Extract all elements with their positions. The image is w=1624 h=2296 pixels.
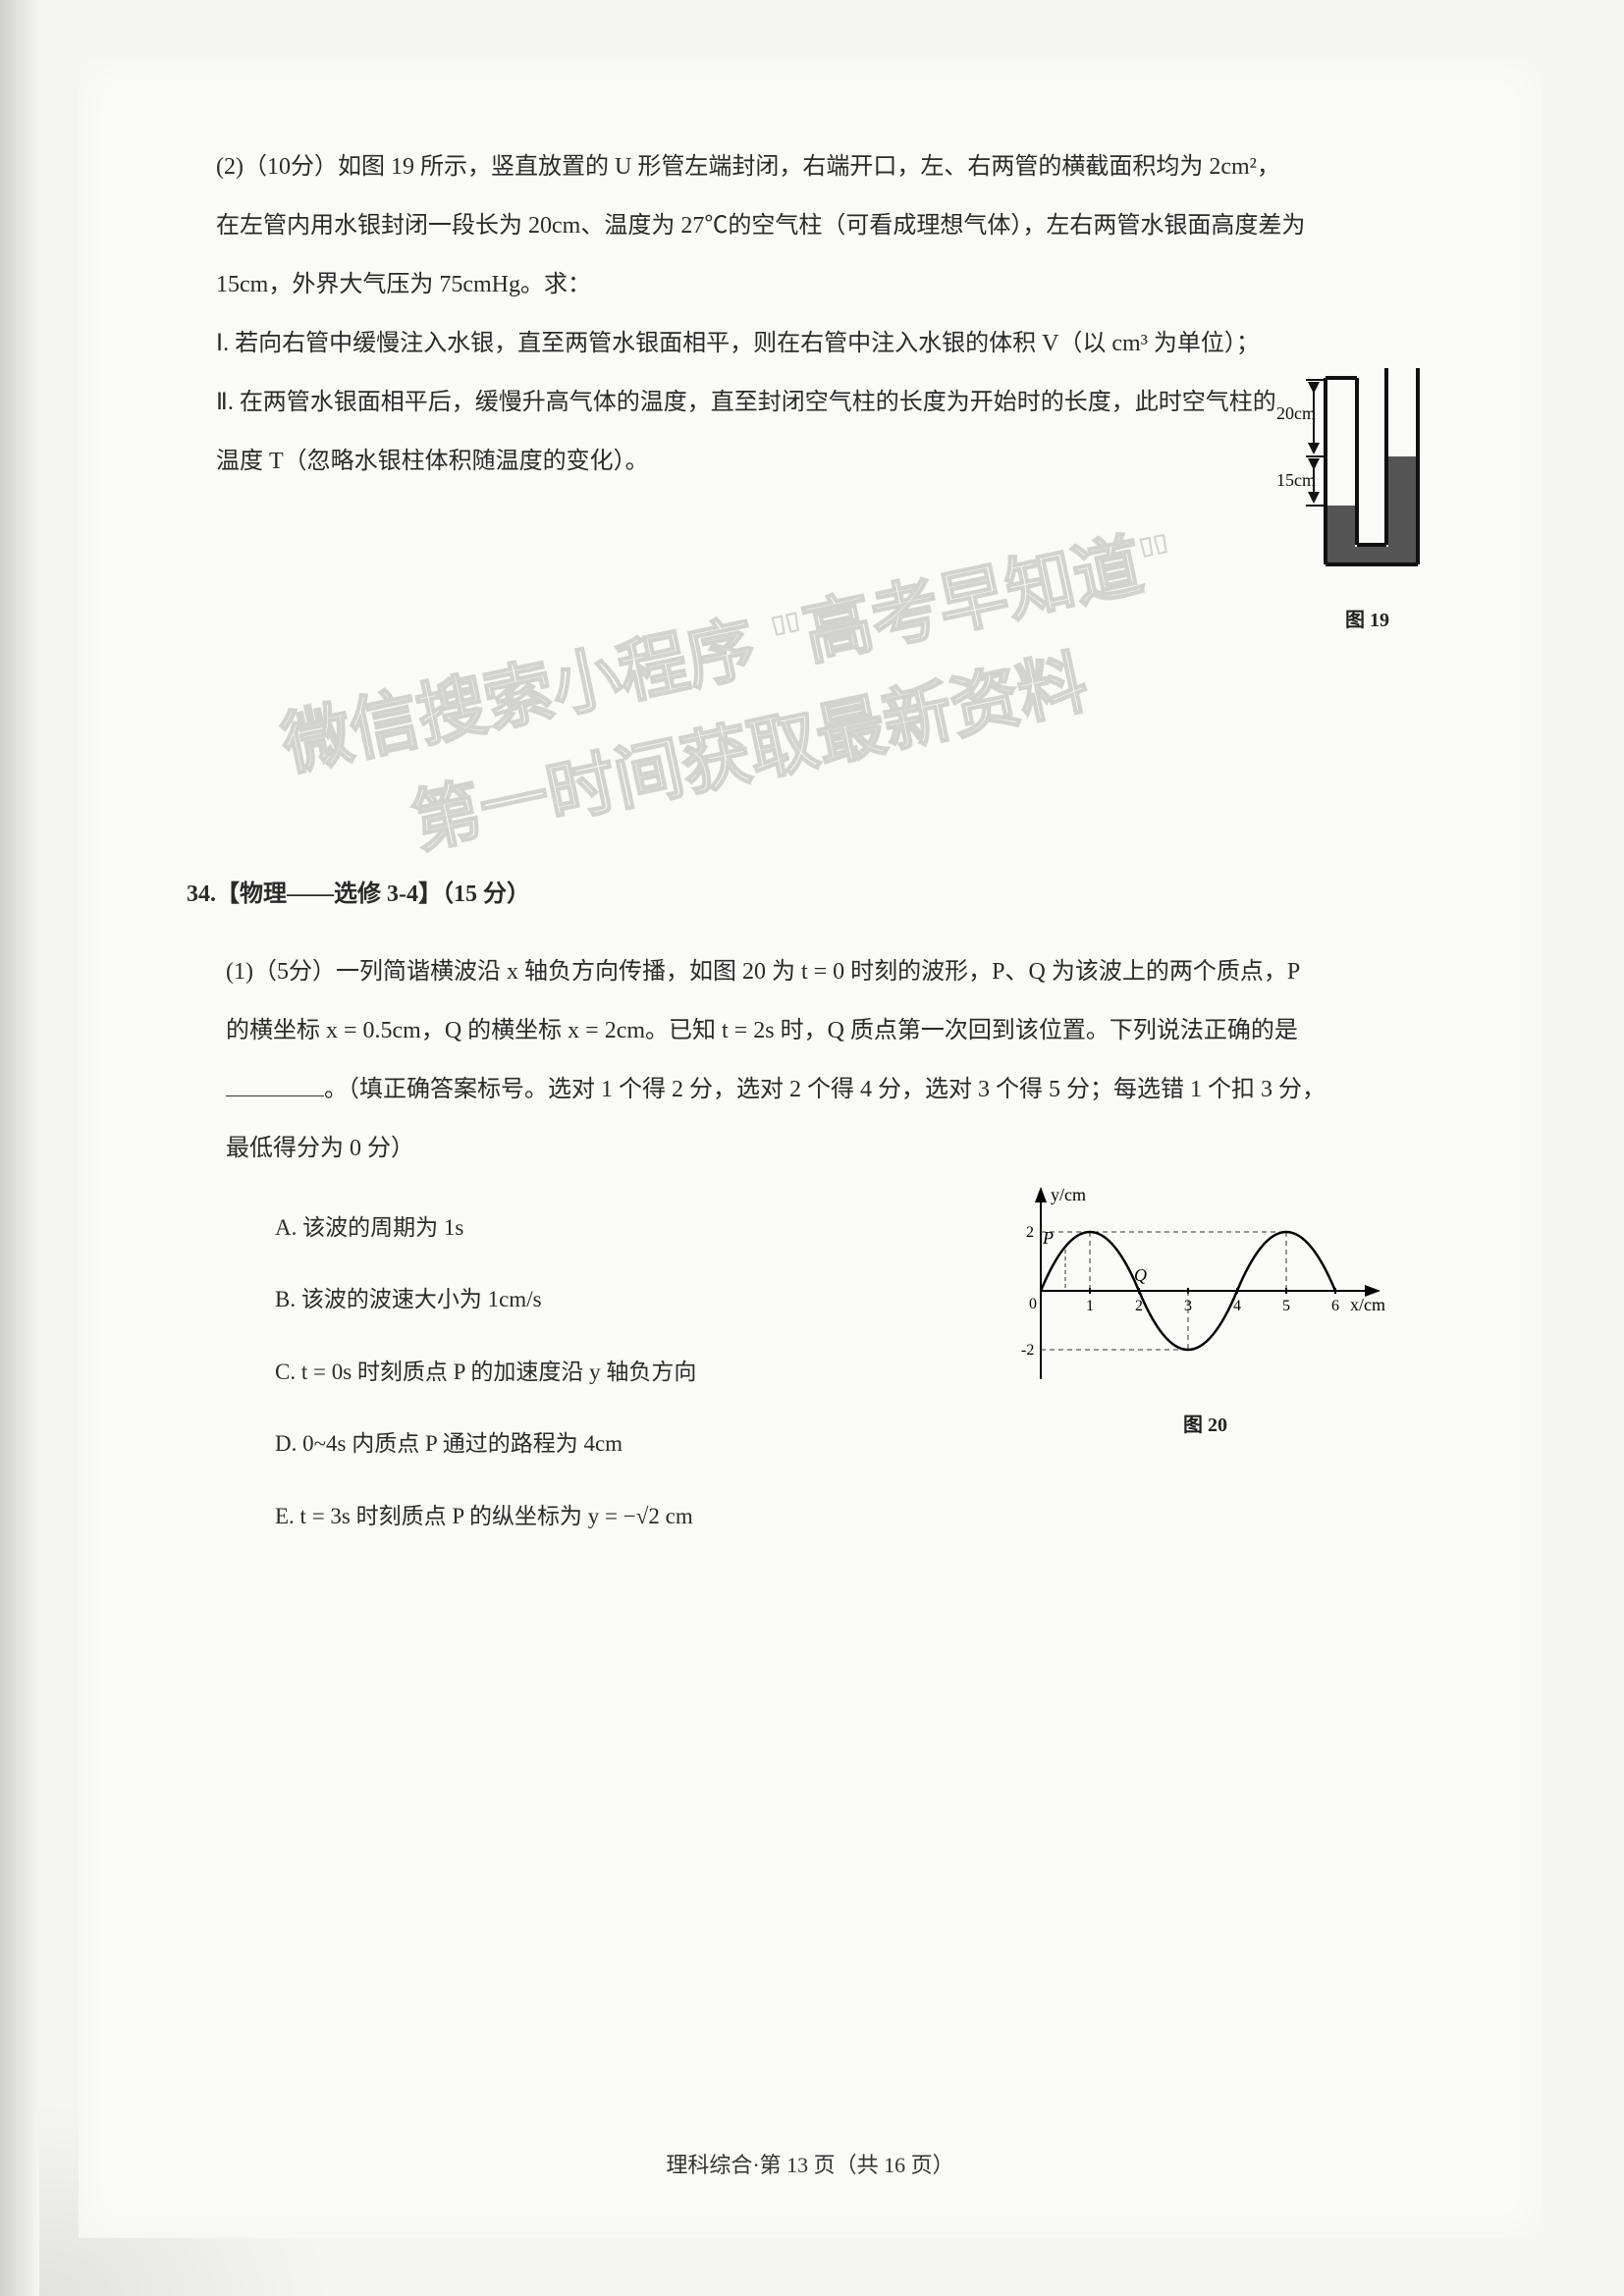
q2-text1: 如图 19 所示，竖直放置的 U 形管左端封闭，右端开口，左、右两管的横截面积均… — [338, 154, 1280, 180]
label-20cm: 20cm — [1276, 403, 1316, 423]
mercury-right — [1388, 456, 1416, 562]
ytick-neg2: -2 — [1021, 1342, 1034, 1359]
y-axis-label: y/cm — [1051, 1185, 1086, 1204]
x-axis-label: x/cm — [1350, 1295, 1385, 1314]
ytick-2: 2 — [1026, 1224, 1034, 1241]
q34-p1-l2: 的横坐标 x = 0.5cm，Q 的横坐标 x = 2cm。已知 t = 2s … — [226, 1001, 1453, 1060]
wave-svg: y/cm x/cm 2 -2 0 1 2 3 4 5 6 — [1001, 1183, 1394, 1399]
xtick-1: 1 — [1086, 1298, 1094, 1314]
page-shadow — [0, 0, 39, 2296]
q2-part-II-2: 温度 T（忽略水银柱体积随温度的变化）。 — [216, 432, 1453, 491]
q2-line3: 15cm，外界大气压为 75cmHg。求： — [216, 255, 1453, 314]
q2-part-II-1: Ⅱ. 在两管水银面相平后，缓慢升高气体的温度，直至封闭空气柱的长度为开始时的长度… — [216, 373, 1453, 432]
origin-0: 0 — [1029, 1296, 1037, 1312]
question-34-block: 34.【物理——选修 3-4】（15 分） (1)（5分）一列简谐横波沿 x 轴… — [187, 874, 1453, 1568]
exam-page: (2)（10分）如图 19 所示，竖直放置的 U 形管左端封闭，右端开口，左、右… — [79, 59, 1542, 2238]
q34-p1-l3-suffix: 。（填正确答案标号。选对 1 个得 2 分，选对 2 个得 4 分，选对 3 个… — [324, 1077, 1326, 1102]
xtick-5: 5 — [1282, 1298, 1290, 1314]
label-Q: Q — [1134, 1265, 1147, 1285]
figure-19-caption: 图 19 — [1345, 604, 1389, 632]
label-15cm: 15cm — [1276, 470, 1316, 490]
q2-part-I: Ⅰ. 若向右管中缓慢注入水银，直至两管水银面相平，则在右管中注入水银的体积 V（… — [216, 314, 1453, 373]
q34-p1-prefix: (1)（5分） — [226, 959, 336, 985]
q2-line1: (2)（10分）如图 19 所示，竖直放置的 U 形管左端封闭，右端开口，左、右… — [216, 137, 1453, 196]
q2-prefix: (2)（10分） — [216, 154, 338, 180]
q34-p1-l4: 最低得分为 0 分） — [226, 1119, 1453, 1178]
figure-19: 20cm 15cm — [1276, 368, 1434, 594]
q2-line2: 在左管内用水银封闭一段长为 20cm、温度为 27℃的空气柱（可看成理想气体），… — [216, 196, 1453, 255]
q34-p1-t1: 一列简谐横波沿 x 轴负方向传播，如图 20 为 t = 0 时刻的波形，P、Q… — [336, 959, 1300, 985]
figure-20: y/cm x/cm 2 -2 0 1 2 3 4 5 6 — [1001, 1183, 1394, 1399]
q34-p1-l3: 。（填正确答案标号。选对 1 个得 2 分，选对 2 个得 4 分，选对 3 个… — [226, 1060, 1453, 1119]
mercury-bottom — [1327, 547, 1416, 562]
label-P: P — [1042, 1228, 1054, 1248]
q34-header: 34.【物理——选修 3-4】（15 分） — [187, 874, 1453, 908]
xtick-6: 6 — [1331, 1298, 1339, 1314]
option-D: D. 0~4s 内质点 P 通过的路程为 4cm — [275, 1423, 1453, 1464]
answer-blank — [226, 1077, 324, 1096]
figure-20-caption: 图 20 — [1183, 1409, 1227, 1437]
utube-svg: 20cm 15cm — [1276, 368, 1434, 594]
option-E: E. t = 3s 时刻质点 P 的纵坐标为 y = −√2 cm — [275, 1496, 1453, 1536]
question-2-block: (2)（10分）如图 19 所示，竖直放置的 U 形管左端封闭，右端开口，左、右… — [216, 137, 1453, 491]
page-footer: 理科综合·第 13 页（共 16 页） — [666, 2148, 953, 2179]
q34-p1-l1: (1)（5分）一列简谐横波沿 x 轴负方向传播，如图 20 为 t = 0 时刻… — [226, 942, 1453, 1001]
